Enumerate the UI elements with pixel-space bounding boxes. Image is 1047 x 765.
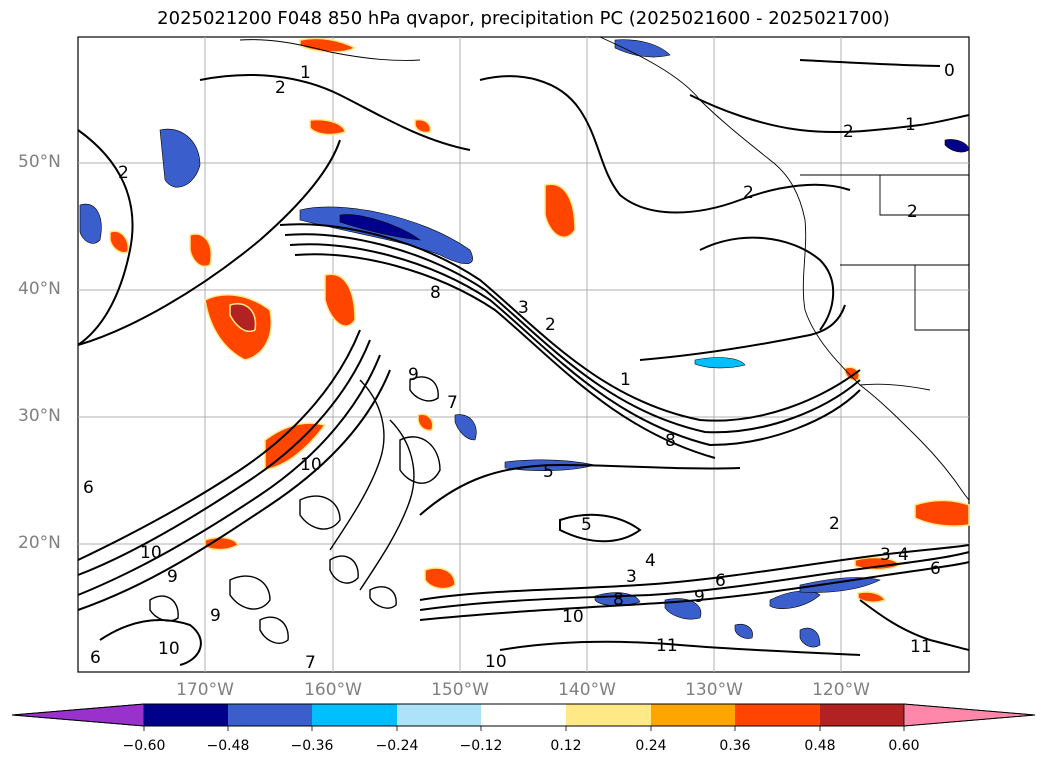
contour-label: 3: [626, 567, 637, 587]
contour-label: 11: [910, 637, 932, 657]
lat-label-20N: 20°N: [18, 533, 61, 553]
contour-label: 2: [118, 163, 129, 183]
colorbar-tick-label: 0.24: [635, 738, 667, 754]
contour-label: 0: [944, 61, 955, 81]
colorbar-tick-label: 0.60: [888, 738, 920, 754]
contour-label: 9: [210, 606, 221, 626]
contour-label: 2: [743, 183, 754, 203]
contour-label: 8: [665, 431, 676, 451]
contour-label: 9: [694, 587, 705, 607]
contour-label: 6: [83, 478, 94, 498]
contour-label: 1: [300, 63, 311, 83]
contour-label: 6: [715, 571, 726, 591]
contour-label: 1: [620, 370, 631, 390]
contour-label: 6: [930, 559, 941, 579]
qvapor-contours-thin: [149, 376, 441, 644]
lon-label-170W: 170°W: [176, 680, 234, 700]
lon-label-150W: 150°W: [431, 680, 489, 700]
contour-label: 2: [907, 202, 918, 222]
contour-label: 3: [518, 298, 529, 318]
colorbar-tick-label: −0.36: [290, 738, 334, 754]
colorbar-tick-label: −0.60: [122, 738, 166, 754]
contour-label: 3: [880, 545, 891, 565]
contour-label: 10: [158, 639, 180, 659]
contour-label: 5: [543, 462, 554, 482]
lon-label-120W: 120°W: [812, 680, 870, 700]
qvapor-contours: [77, 59, 970, 666]
colorbar-tick-label: −0.24: [375, 738, 419, 754]
contour-label: 6: [90, 648, 101, 668]
colorbar-tick-label: −0.12: [459, 738, 503, 754]
contour-label: 2: [829, 514, 840, 534]
lon-label-130W: 130°W: [685, 680, 743, 700]
contour-label: 8: [613, 590, 624, 610]
contour-label: 8: [430, 283, 441, 303]
colorbar-tick-label: 0.12: [550, 738, 582, 754]
lon-label-140W: 140°W: [558, 680, 616, 700]
colorbar-tick-label: −0.48: [206, 738, 250, 754]
contour-label: 10: [485, 652, 507, 672]
contour-label: 10: [562, 607, 584, 627]
contour-label: 7: [305, 653, 316, 673]
gridlines: [78, 37, 969, 672]
contour-label: 10: [300, 455, 322, 475]
map-frame: [77, 36, 970, 673]
contour-label: 1: [905, 115, 916, 135]
plot-title: 2025021200 F048 850 hPa qvapor, precipit…: [157, 8, 890, 29]
colorbar-tick-label: 0.48: [804, 738, 836, 754]
lat-label-50N: 50°N: [18, 152, 61, 172]
contour-label: 2: [275, 78, 286, 98]
contour-label: 5: [581, 515, 592, 535]
lon-label-160W: 160°W: [304, 680, 362, 700]
lat-label-40N: 40°N: [18, 279, 61, 299]
contour-label: 4: [898, 545, 909, 565]
contour-label: 11: [656, 636, 678, 656]
lat-label-30N: 30°N: [18, 406, 61, 426]
colorbar-tick-label: 0.36: [719, 738, 751, 754]
contour-label: 9: [408, 365, 419, 385]
contour-label: 2: [545, 315, 556, 335]
contour-labels: 0 1 2 2 1 2 2 2 8 2 3 1 8 9 7 10 5 6 10 …: [83, 61, 955, 673]
contour-label: 4: [645, 551, 656, 571]
contour-label: 9: [167, 567, 178, 587]
contour-label: 2: [843, 122, 854, 142]
contour-label: 10: [140, 543, 162, 563]
contour-label: 7: [447, 393, 458, 413]
